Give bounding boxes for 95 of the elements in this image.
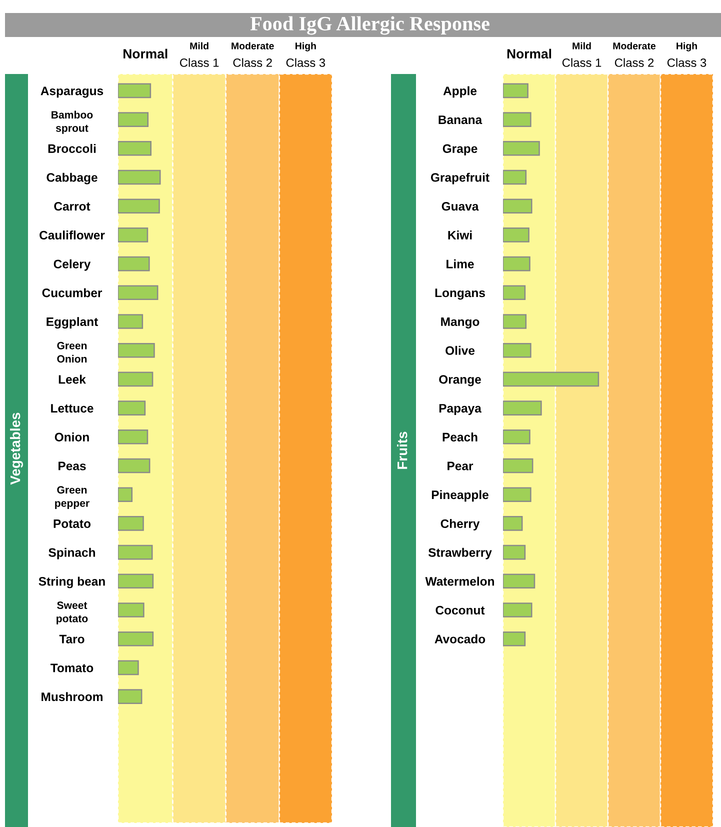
bar [118,228,148,242]
bar [503,228,530,242]
y-tick-label: Cauliflower [40,230,105,240]
y-tick-label: Spinach [48,548,96,560]
y-tick-label: String bean [38,576,105,588]
bar [118,429,148,444]
y-tick-label: Onion [54,432,89,442]
bar [503,256,530,272]
bar [118,487,133,502]
bar [503,631,526,646]
bar [503,112,532,127]
y-tick-label: Bamboo sprout [52,110,93,134]
y-tick-label: Papaya [439,404,482,416]
y-tick-label: Cucumber [42,288,102,298]
bar [503,285,526,300]
y-tick-label: Cherry [440,519,480,530]
y-tick-label: Grape [442,144,478,156]
bar [503,314,527,329]
bar [503,574,536,589]
bar [118,83,152,98]
band-label: Normal [507,48,552,59]
y-tick-label: Avocado [434,634,486,644]
y-tick-label: Asparagus [40,86,104,98]
band-label: Mild Class 1 [562,42,602,67]
y-tick-label: Mango [441,317,480,328]
bar [503,83,528,98]
bar [503,170,527,185]
y-tick-label: Potato [54,519,91,528]
y-tick-label: Celery [54,259,91,271]
y-tick-label: Carrot [54,202,90,211]
bar [118,285,158,300]
bar [503,198,532,214]
bar [118,516,144,531]
bar [503,458,534,474]
bar [503,487,532,502]
chart-title: Food IgG Allergic Response [250,16,490,35]
bar [503,140,540,156]
y-tick-label: Peach [442,432,478,442]
y-axis-title: Fruits [397,432,408,469]
y-tick-label: Lettuce [51,404,94,413]
bar [118,342,155,358]
y-tick-label: Banana [438,116,482,124]
y-tick-label: Lime [446,259,474,268]
bar [118,689,142,704]
y-tick-label: Green pepper [55,486,90,509]
y-tick-label: Apple [443,86,477,98]
y-tick-label: Kiwi [448,230,472,240]
y-tick-label: Eggplant [46,317,98,329]
y-tick-label: Peas [58,462,86,470]
bar [118,314,144,329]
band-label: Mild Class 1 [180,42,219,67]
bar [118,112,149,127]
y-axis-title: Vegetables [10,412,24,485]
bar [118,372,154,387]
bar [503,602,532,618]
bar [118,660,139,676]
y-tick-label: Guava [442,202,479,211]
band-label: High Class 3 [667,42,706,67]
bar [118,198,160,214]
y-tick-label: Taro [59,634,84,644]
bar [118,574,154,589]
y-tick-label: Sweet potato [56,602,88,624]
y-tick-label: Tomato [50,664,94,672]
bar [118,458,150,474]
y-tick-label: Broccoli [48,144,96,153]
bar [503,372,600,387]
bar [118,631,154,646]
bar [503,400,542,416]
band-label: High Class 3 [286,42,326,67]
bar [503,544,526,560]
y-tick-label: Leek [58,374,86,384]
y-tick-label: Longans [435,288,485,300]
bar [118,544,153,560]
bar [118,256,150,272]
y-tick-label: Mushroom [42,692,102,702]
y-tick-label: Olive [446,346,475,355]
band-label: Moderate Class 2 [232,42,274,67]
y-tick-label: Orange [439,375,481,386]
band-label: Normal [124,48,168,59]
bar [118,140,152,156]
bar [118,602,144,618]
bar [118,170,161,185]
y-tick-label: Grapefruit [430,172,490,184]
y-tick-label: Pear [448,462,474,470]
y-tick-label: Strawberry [428,548,492,560]
y-tick-label: Green Onion [57,342,87,363]
y-tick-label: Pineapple [432,490,488,502]
y-tick-label: Watermelon [425,576,494,586]
bar [118,400,146,416]
bar [503,429,530,444]
y-tick-label: Coconut [436,606,485,615]
bar [503,342,532,358]
y-tick-label: Cabbage [46,172,98,184]
bar [503,516,523,531]
band-label: Moderate Class 2 [613,42,656,67]
